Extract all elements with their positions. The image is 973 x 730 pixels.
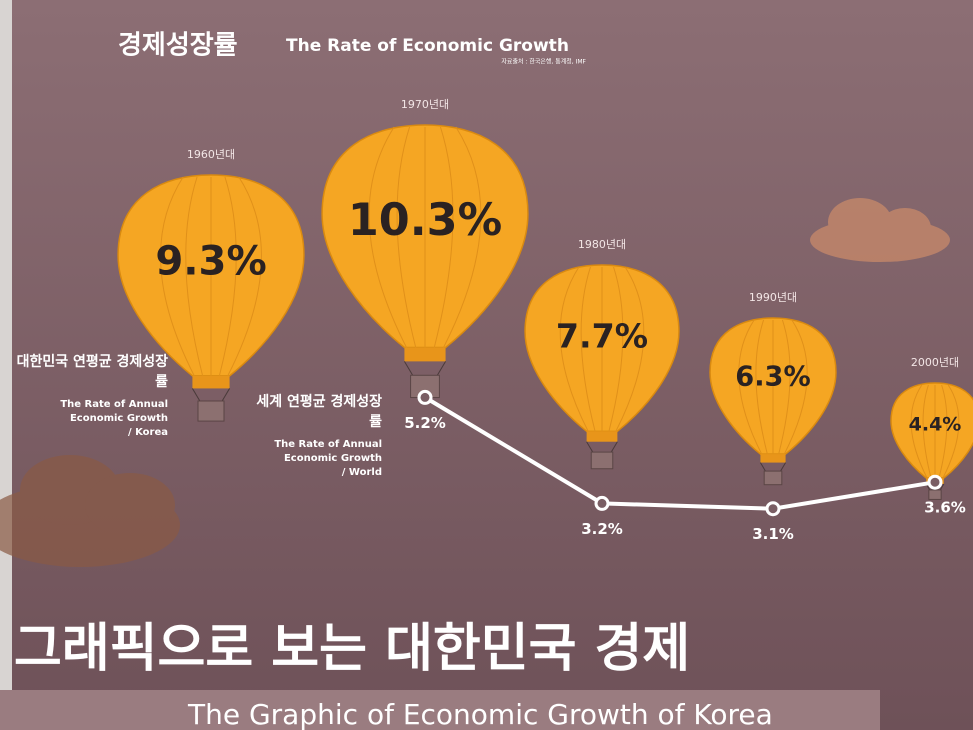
balloon-rib (559, 266, 589, 432)
balloon-basket (928, 489, 942, 500)
legend-line: Economic Growth (69, 413, 168, 424)
category-label: 1990년대 (749, 291, 797, 304)
category-label: 1980년대 (578, 238, 626, 251)
cloud (0, 455, 180, 567)
balloon (524, 264, 680, 470)
data-label: 10.3% (348, 195, 502, 246)
balloon-neck (586, 431, 618, 442)
footer-title: 그래픽으로 보는 대한민국 경제 (14, 619, 690, 679)
data-label: 7.7% (556, 317, 648, 356)
world-point (417, 389, 433, 405)
legend-label: 대한민국 연평균 경제성장률 (16, 354, 168, 390)
balloon-rope (610, 441, 618, 453)
data-label: 5.2% (404, 414, 446, 432)
balloon-rib (160, 176, 195, 377)
legend-line: The Rate of Annual (60, 399, 168, 410)
legend-line: The Rate of Annual (274, 439, 382, 450)
balloon (890, 382, 973, 500)
balloon (709, 317, 837, 486)
balloon-rib (942, 384, 960, 479)
balloon-rib (910, 384, 928, 479)
balloon-rope (403, 361, 414, 376)
balloon-rope (436, 361, 447, 376)
balloon-rib (443, 126, 482, 348)
balloon-rib (755, 319, 768, 455)
balloon-rib (227, 176, 262, 377)
balloon-rope (221, 388, 231, 402)
balloon-rope (759, 462, 766, 472)
category-label: 1960년대 (187, 148, 235, 161)
footer-band (0, 690, 880, 730)
category-label: 1970년대 (401, 98, 449, 111)
data-label: 3.1% (752, 525, 794, 543)
balloon-rib (783, 319, 808, 455)
world-point (594, 495, 610, 511)
balloon-rib (185, 176, 204, 377)
balloon-rib (738, 319, 763, 455)
legend-description: The Rate of Annual Economic Growth / Wor… (250, 438, 382, 480)
legend-world: 세계 연평균 경제성장률 The Rate of Annual Economic… (250, 392, 382, 480)
data-label: 3.2% (581, 520, 623, 538)
legend-line: / Korea (127, 427, 168, 438)
balloon-basket (763, 470, 783, 486)
world-point (765, 501, 781, 517)
balloon (117, 174, 305, 422)
balloon-rope (191, 388, 201, 402)
balloon-basket (197, 400, 225, 422)
balloon-rib (396, 126, 417, 348)
balloon-rib (938, 384, 948, 479)
legend-korea: 대한민국 연평균 경제성장률 The Rate of Annual Econom… (10, 352, 168, 440)
data-label: 9.3% (155, 238, 266, 284)
balloon-rib (922, 384, 932, 479)
balloon-rope (939, 483, 945, 491)
balloon-basket (590, 451, 614, 470)
balloon-rope (780, 462, 787, 472)
balloon-rib (615, 266, 645, 432)
world-point (927, 474, 943, 490)
data-label: 4.4% (909, 413, 962, 435)
world-line (423, 395, 936, 511)
legend-line: / World (341, 467, 382, 478)
legend-line: Economic Growth (283, 453, 382, 464)
balloon-rope (586, 441, 594, 453)
title: 경제성장률 (118, 31, 238, 61)
balloon-rib (778, 319, 791, 455)
data-label: 3.6% (924, 499, 966, 517)
balloon-rib (433, 126, 454, 348)
balloon (321, 124, 529, 399)
balloon-rib (608, 266, 624, 432)
balloon-neck (192, 375, 230, 389)
cloud (810, 198, 950, 262)
legend-description: The Rate of Annual Economic Growth / Kor… (10, 398, 168, 440)
balloon-neck (404, 347, 446, 362)
footer-subtitle: The Graphic of Economic Growth of Korea (187, 698, 773, 730)
data-label: 6.3% (735, 361, 810, 392)
balloon-neck (760, 454, 786, 463)
balloon-rib (218, 176, 237, 377)
legend-label: 세계 연평균 경제성장률 (256, 394, 382, 430)
balloon-rib (580, 266, 596, 432)
balloon-rib (368, 126, 407, 348)
category-label: 2000년대 (911, 356, 959, 369)
subtitle: The Rate of Economic Growth (286, 36, 569, 56)
source: 자료출처 : 한국은행, 통계청, IMF (501, 58, 586, 66)
